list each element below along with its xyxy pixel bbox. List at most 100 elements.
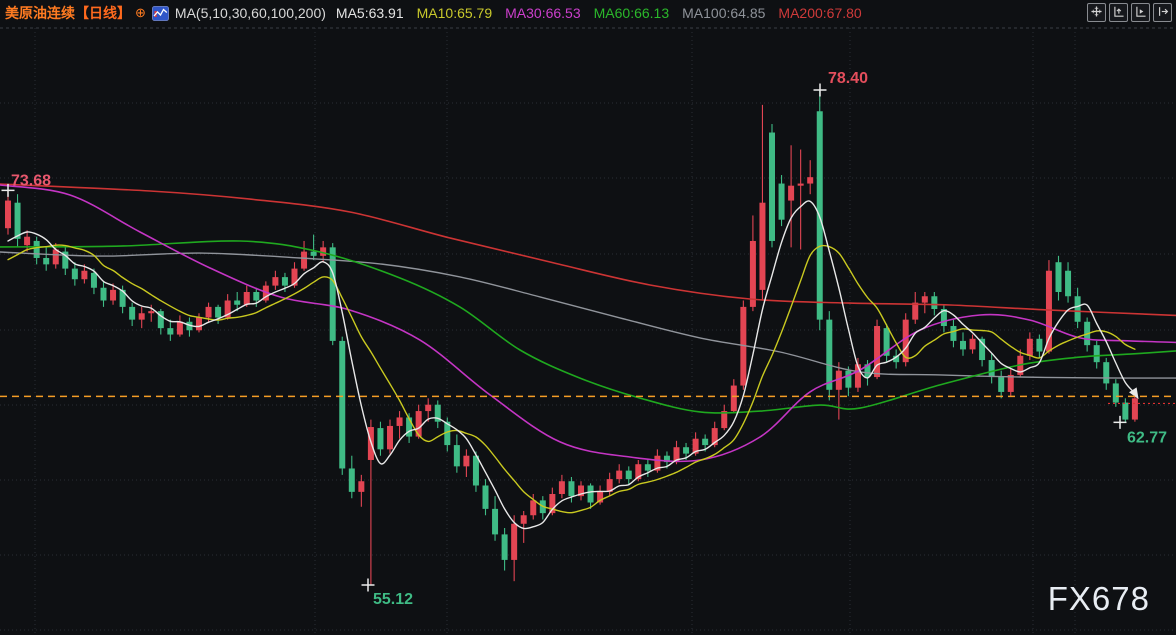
candle-down bbox=[129, 306, 136, 320]
candle-up bbox=[854, 364, 861, 388]
candle-down bbox=[988, 360, 995, 378]
candle-down bbox=[71, 268, 78, 280]
ma10-value: MA10:65.79 bbox=[416, 5, 493, 21]
candle-down bbox=[348, 468, 355, 492]
candle-down bbox=[281, 277, 288, 286]
candle-up bbox=[749, 240, 756, 307]
ma-line-ma10 bbox=[7, 244, 1136, 514]
chart-toolbar-buttons bbox=[1087, 3, 1172, 22]
candle-down bbox=[43, 257, 50, 265]
candle-down bbox=[893, 355, 900, 363]
toolbar: 美原油连续 【日线】 ⊕ MA(5,10,30,60,100,200) MA5:… bbox=[0, 0, 1176, 26]
candle-down bbox=[1036, 338, 1043, 352]
ma-line-ma5 bbox=[7, 200, 1136, 530]
candle-up bbox=[616, 470, 623, 480]
symbol-name[interactable]: 美原油连续 bbox=[5, 5, 75, 21]
candle-up bbox=[52, 249, 59, 265]
ma-settings-label: MA(5,10,30,60,100,200) bbox=[174, 5, 326, 21]
axis-scale-right-button[interactable] bbox=[1131, 3, 1150, 22]
candle-up bbox=[558, 481, 565, 494]
candle-up bbox=[396, 417, 403, 426]
candle-up bbox=[24, 236, 31, 246]
candle-down bbox=[329, 247, 336, 341]
candle-down bbox=[998, 377, 1005, 392]
candle-up bbox=[358, 481, 365, 492]
fx678-watermark: FX678 bbox=[1047, 580, 1150, 617]
candle-up bbox=[797, 183, 804, 186]
candle-up bbox=[5, 200, 11, 229]
candle-down bbox=[234, 300, 241, 305]
annotation-period-high: 78.40 bbox=[828, 70, 868, 87]
candle-down bbox=[100, 287, 107, 301]
candle-down bbox=[406, 417, 413, 437]
timeframe-label[interactable]: 【日线】 bbox=[75, 5, 131, 21]
candle-down bbox=[33, 240, 40, 258]
axis-scale-left-button[interactable] bbox=[1109, 3, 1128, 22]
candle-down bbox=[90, 272, 97, 288]
candle-up bbox=[138, 313, 145, 320]
crosshair-icon bbox=[1090, 5, 1103, 21]
candle-up bbox=[511, 523, 518, 560]
candle-up bbox=[320, 247, 327, 256]
candle-up bbox=[301, 251, 308, 269]
candle-down bbox=[1055, 262, 1062, 292]
candle-up bbox=[578, 485, 584, 497]
crosshair-pan-button[interactable] bbox=[1087, 3, 1106, 22]
candle-down bbox=[157, 311, 164, 329]
ma30-value: MA30:66.53 bbox=[505, 5, 581, 21]
candle-down bbox=[434, 404, 441, 422]
candle-up bbox=[807, 177, 814, 184]
candle-up bbox=[196, 317, 202, 331]
candle-up bbox=[205, 306, 212, 318]
candle-down bbox=[644, 464, 651, 471]
candle-down bbox=[377, 428, 384, 450]
candle-up bbox=[272, 277, 279, 286]
candle-up bbox=[606, 479, 613, 492]
candle-up bbox=[415, 411, 422, 437]
candle-up bbox=[969, 338, 976, 350]
candle-up bbox=[721, 411, 728, 429]
ma5-value: MA5:63.91 bbox=[335, 5, 404, 21]
candle-up bbox=[835, 370, 842, 390]
ma200-value: MA200:67.80 bbox=[778, 5, 862, 21]
annotation-recent-low: 62.77 bbox=[1127, 429, 1167, 446]
candle-up bbox=[692, 438, 699, 454]
candle-up bbox=[1131, 398, 1138, 420]
candle-up bbox=[1045, 270, 1052, 352]
candle-down bbox=[186, 321, 193, 331]
candle-down bbox=[472, 455, 479, 486]
candle-up bbox=[81, 270, 88, 280]
ma-line-ma200 bbox=[0, 183, 1176, 317]
candle-down bbox=[62, 251, 69, 269]
candle-down bbox=[950, 326, 957, 341]
candle-up bbox=[912, 302, 919, 320]
candle-down bbox=[1122, 402, 1129, 420]
candle-down bbox=[1093, 345, 1100, 363]
candle-up bbox=[291, 268, 298, 286]
ma60-value: MA60:66.13 bbox=[593, 5, 670, 21]
candle-up bbox=[635, 464, 642, 480]
kline-chart-icon[interactable] bbox=[152, 5, 169, 21]
candle-up bbox=[425, 404, 432, 412]
annotation-period-low: 55.12 bbox=[373, 591, 413, 608]
candle-up bbox=[874, 326, 881, 378]
exit-right-icon bbox=[1156, 5, 1169, 21]
pane-exit-button[interactable] bbox=[1153, 3, 1172, 22]
candle-down bbox=[215, 306, 222, 318]
candle-up bbox=[788, 185, 795, 201]
candle-down bbox=[625, 470, 632, 480]
candle-up bbox=[1026, 338, 1033, 356]
expand-circle-plus-icon[interactable]: ⊕ bbox=[135, 5, 146, 20]
candle-up bbox=[262, 285, 269, 301]
candle-down bbox=[501, 534, 508, 560]
candle-up bbox=[148, 311, 155, 314]
candle-up bbox=[1007, 374, 1014, 392]
candle-up bbox=[520, 515, 527, 524]
ma-line-ma100 bbox=[0, 251, 1176, 379]
candle-up bbox=[224, 300, 231, 318]
candle-up bbox=[597, 491, 604, 503]
candle-down bbox=[826, 319, 833, 390]
candle-down bbox=[845, 370, 852, 388]
candle-down bbox=[769, 132, 775, 241]
